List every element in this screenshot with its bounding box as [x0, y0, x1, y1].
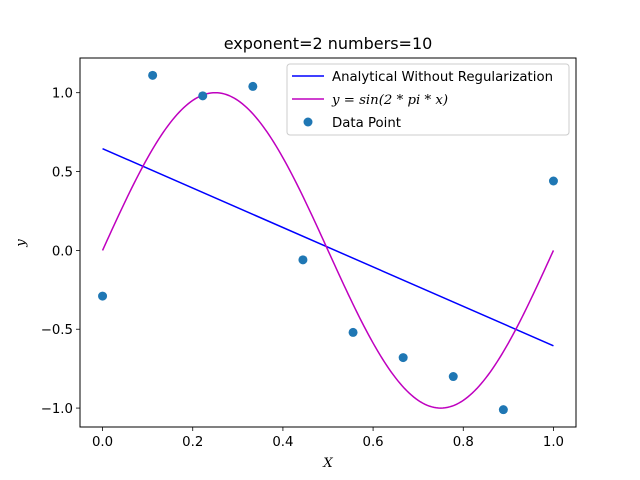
y-tick-label: −1.0 [41, 402, 73, 417]
legend-label-data-point: Data Point [332, 116, 401, 131]
data-point-4 [298, 255, 308, 265]
data-point-2 [198, 91, 208, 101]
legend-box [286, 63, 570, 136]
y-tick-label: −0.5 [41, 323, 73, 338]
data-point-9 [548, 176, 558, 186]
y-tick-label: 0.5 [52, 166, 73, 181]
legend: Analytical Without Regularization y = si… [286, 63, 570, 136]
axes-frame [79, 57, 577, 428]
x-tick-label: 0.6 [363, 435, 384, 450]
x-tick-label: 0.8 [453, 435, 474, 450]
sine-curve [101, 91, 555, 409]
chart-title: exponent=2 numbers=10 [224, 34, 433, 53]
data-point-1 [148, 70, 158, 80]
data-point-5 [348, 327, 358, 337]
x-tick-label: 0.2 [182, 435, 203, 450]
data-point-3 [248, 81, 258, 91]
legend-entry-data-point: Data Point [303, 116, 401, 131]
legend-label-sine: y = sin(2 * pi * x) [331, 93, 448, 108]
x-tick-label: 1.0 [543, 435, 564, 450]
data-point-7 [448, 372, 458, 382]
y-tick-label: 1.0 [52, 87, 73, 102]
x-tick-label: 0.4 [272, 435, 293, 450]
y-tick-label: 0.0 [52, 244, 73, 259]
data-point-8 [498, 405, 508, 415]
analytical-line [102, 147, 554, 347]
data-point-0 [98, 291, 108, 301]
data-point-6 [398, 353, 408, 363]
x-tick-label: 0.0 [92, 435, 113, 450]
plot-area [98, 70, 558, 415]
legend-entry-analytical: Analytical Without Regularization [292, 70, 553, 85]
legend-swatch-data-point [303, 117, 313, 127]
legend-entry-sine: y = sin(2 * pi * x) [292, 93, 448, 108]
axis-ticks: 0.0 0.2 0.4 0.6 0.8 1.0 −1.0 −0.5 0.0 0.5 1.0 [41, 87, 564, 450]
y-axis-label: y [14, 239, 29, 248]
legend-label-analytical: Analytical Without Regularization [332, 70, 553, 85]
x-axis-label: X [322, 456, 333, 471]
